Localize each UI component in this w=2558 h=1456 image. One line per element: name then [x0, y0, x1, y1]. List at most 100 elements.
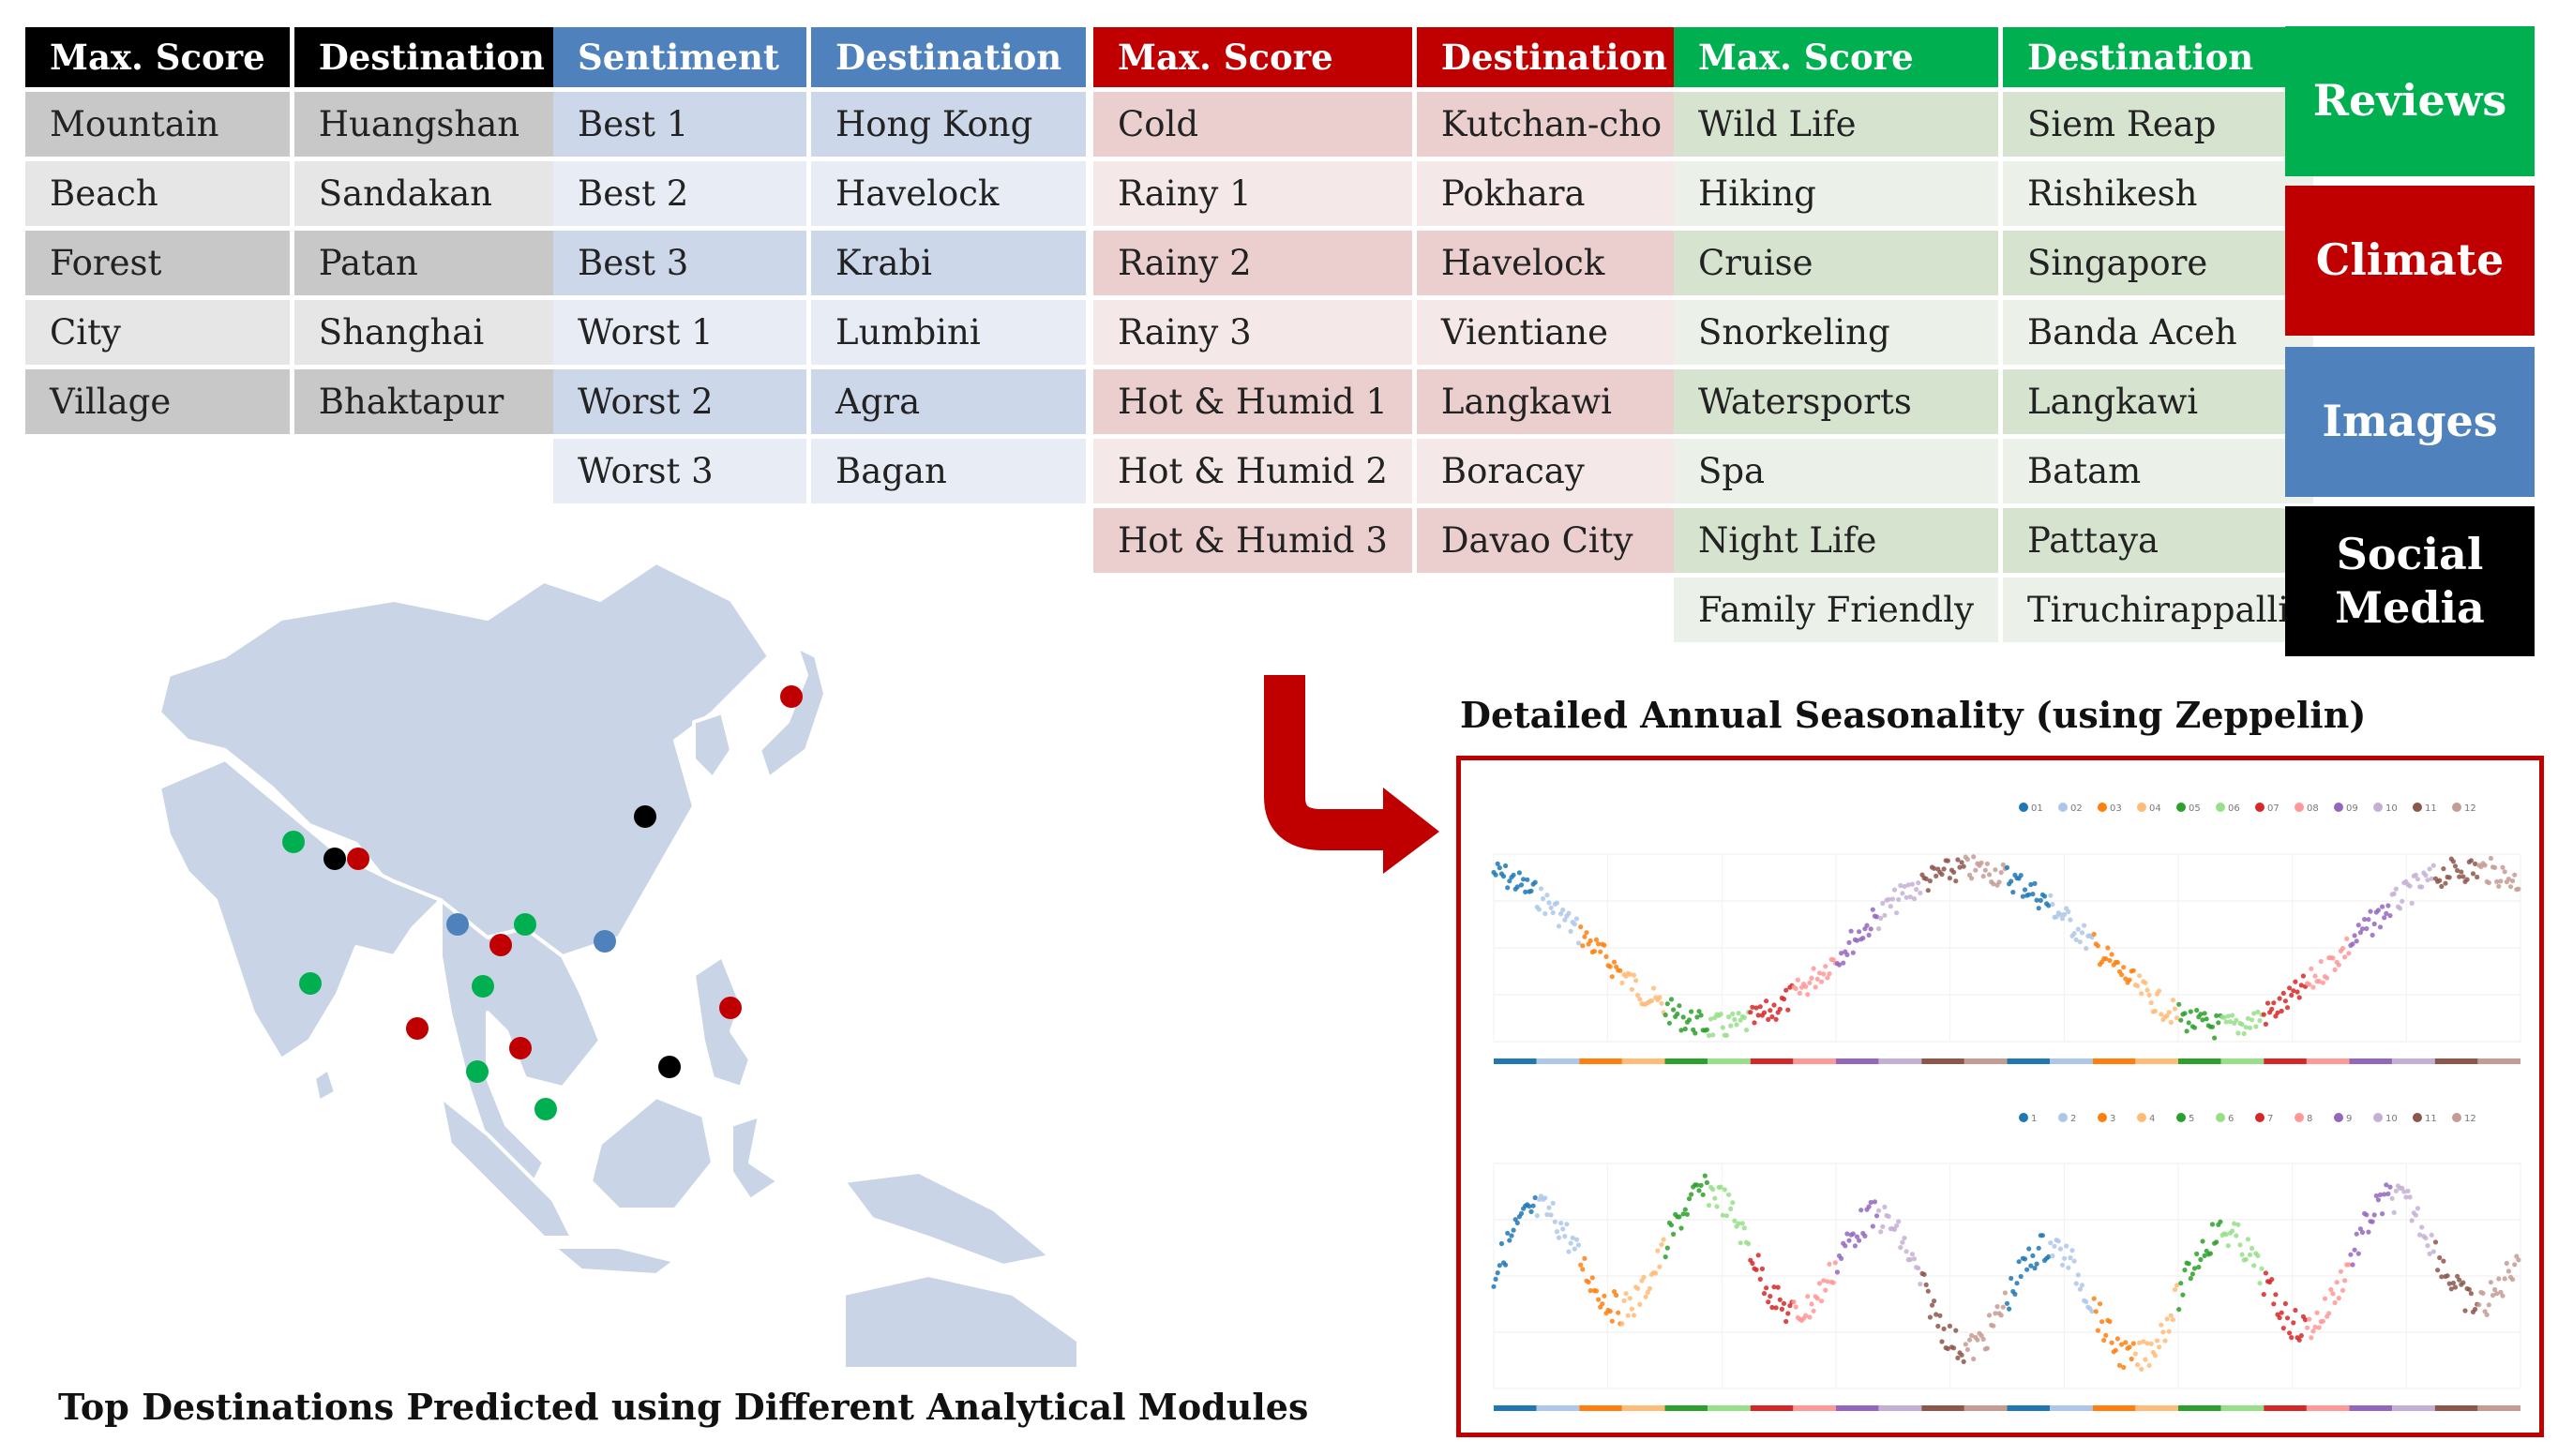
- data-point: [1550, 1200, 1556, 1206]
- data-point: [1850, 950, 1856, 955]
- data-point: [2198, 1256, 2204, 1263]
- data-point: [1757, 1276, 1763, 1282]
- data-point: [1659, 1241, 1664, 1248]
- data-point: [2022, 1256, 2028, 1262]
- legend-swatch: [2452, 1113, 2461, 1122]
- legend-swatch: [2137, 803, 2146, 812]
- data-point: [2166, 1328, 2172, 1334]
- data-point: [1509, 1233, 1514, 1238]
- table-row: Beach Sandakan: [25, 161, 569, 226]
- table-cell: Forest: [25, 231, 290, 295]
- data-point: [2391, 891, 2397, 896]
- data-point: [1844, 952, 1850, 957]
- data-point: [2464, 877, 2470, 882]
- data-point: [1761, 1291, 1768, 1297]
- data-point: [2314, 1310, 2320, 1315]
- legend-swatch: [2413, 1113, 2422, 1122]
- data-point: [2109, 1340, 2114, 1345]
- table-row: Night Life Pattaya: [1674, 508, 2314, 573]
- legend-swatch: [2019, 803, 2028, 812]
- map-marker-social: [780, 685, 803, 708]
- timeline-segment: [2135, 1405, 2178, 1411]
- scatter-plot-bottom: [1491, 1163, 2521, 1411]
- data-point: [2466, 1286, 2472, 1292]
- table-cell: Spa: [1674, 439, 1998, 503]
- data-point: [2130, 968, 2136, 973]
- data-point: [2500, 864, 2505, 870]
- data-point: [2425, 1243, 2430, 1249]
- table-cell: Wild Life: [1674, 92, 1998, 157]
- data-point: [1966, 1337, 1973, 1343]
- data-point: [2362, 916, 2368, 923]
- data-point: [1993, 867, 1998, 873]
- data-point: [1498, 1240, 1504, 1247]
- data-point: [2059, 916, 2066, 922]
- data-point: [2359, 1229, 2366, 1236]
- data-point: [1525, 877, 1530, 882]
- data-point: [1712, 1195, 1718, 1201]
- data-point: [1643, 1294, 1648, 1299]
- data-point: [1996, 879, 2002, 885]
- timeline-segment: [1793, 1058, 1836, 1064]
- data-point: [2271, 1000, 2277, 1006]
- module-label: Reviews: [2312, 75, 2507, 127]
- data-point: [2188, 1276, 2193, 1282]
- data-point: [2068, 1255, 2073, 1261]
- data-point: [2247, 1025, 2253, 1030]
- data-point: [2393, 886, 2399, 892]
- legend-label: 12: [2464, 803, 2476, 814]
- data-point: [1846, 1238, 1852, 1243]
- table-cell: Snorkeling: [1674, 300, 1998, 365]
- legend-label: 6: [2228, 1114, 2234, 1124]
- table-row: Snorkeling Banda Aceh: [1674, 300, 2314, 365]
- data-point: [1743, 1028, 1750, 1033]
- data-point: [2020, 893, 2025, 899]
- data-point: [1611, 959, 1618, 965]
- data-point: [2162, 1338, 2168, 1343]
- seasonality-panel: 01 02 03 04 05 06 07 08 09 10 11 12 1 2 3 4 5 6 7 8 9 10 11 12: [1456, 756, 2544, 1437]
- map-marker-social: [324, 848, 346, 870]
- data-point: [1768, 1294, 1773, 1299]
- data-point: [1823, 964, 1828, 969]
- data-point: [2423, 1235, 2429, 1241]
- table-row: Spa Batam: [1674, 439, 2314, 503]
- data-point: [2028, 1263, 2034, 1268]
- data-point: [1566, 910, 1572, 916]
- data-point: [1702, 1173, 1708, 1178]
- data-point: [1586, 1279, 1591, 1285]
- table-cell: Langkawi: [1416, 369, 1693, 434]
- data-point: [2282, 998, 2288, 1004]
- data-point: [1616, 1310, 1621, 1315]
- data-point: [2295, 989, 2300, 995]
- module-social-media: Social Media: [2285, 506, 2535, 656]
- data-point: [1516, 870, 1522, 876]
- data-point: [1923, 876, 1929, 881]
- data-point: [1518, 1210, 1525, 1216]
- legend-swatch: [2216, 1113, 2225, 1122]
- data-point: [2082, 923, 2087, 928]
- table-row: Worst 3 Bagan: [553, 439, 1087, 503]
- data-point: [2050, 1253, 2055, 1259]
- data-point: [1984, 1345, 1990, 1351]
- data-point: [2239, 1022, 2245, 1028]
- data-point: [1538, 886, 1544, 892]
- data-point: [1827, 1261, 1832, 1267]
- data-point: [2130, 1341, 2136, 1346]
- data-point: [2068, 917, 2073, 923]
- legend-label: 8: [2307, 1114, 2312, 1124]
- data-point: [1980, 874, 1986, 879]
- data-point: [1876, 1208, 1882, 1213]
- data-point: [2336, 962, 2341, 968]
- data-point: [2234, 1017, 2239, 1023]
- data-point: [1611, 1289, 1618, 1295]
- table-cell: Cold: [1093, 92, 1412, 157]
- data-point: [2370, 932, 2375, 938]
- timeline-segment: [1964, 1405, 2008, 1411]
- data-point: [1491, 1283, 1497, 1289]
- table-cell: Hot & Humid 1: [1093, 369, 1412, 434]
- data-point: [1854, 1234, 1860, 1239]
- data-point: [2364, 1212, 2370, 1218]
- landmass-japan: [758, 645, 827, 780]
- data-point: [1730, 1200, 1736, 1206]
- data-point: [1750, 1004, 1755, 1010]
